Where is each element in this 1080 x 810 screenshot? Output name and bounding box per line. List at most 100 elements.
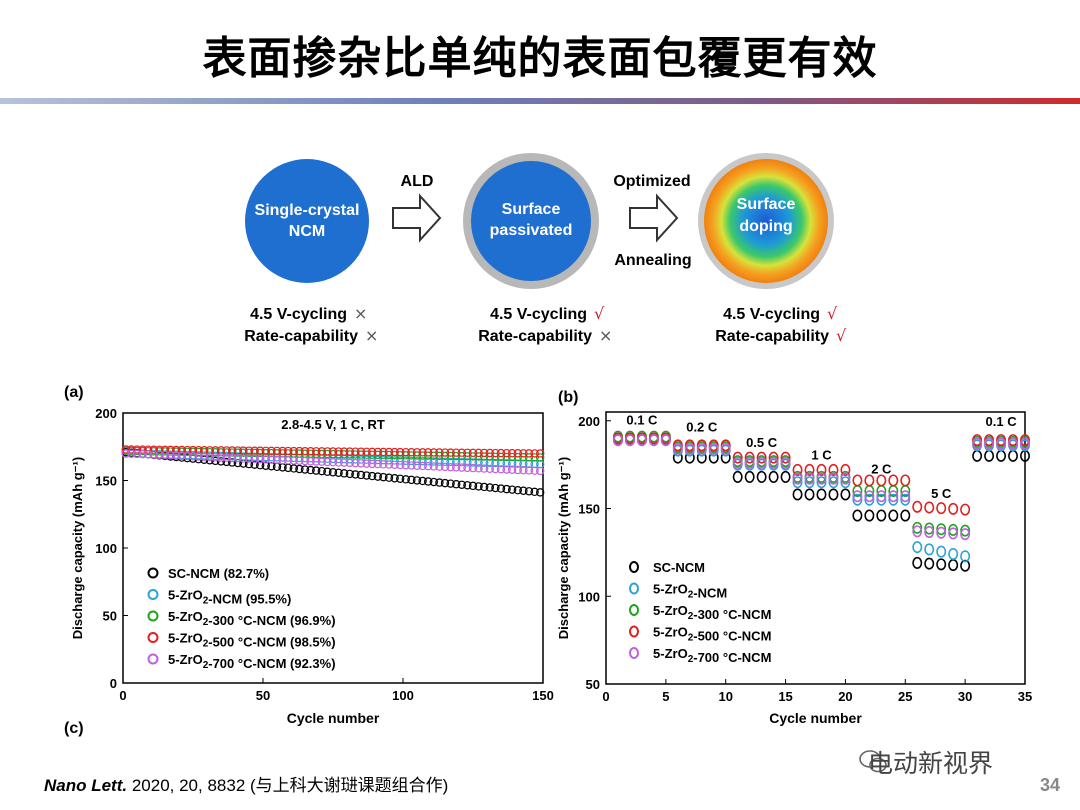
- page-title: 表面掺杂比单纯的表面包覆更有效: [202, 33, 878, 84]
- data-point: [524, 449, 534, 458]
- data-point: [852, 509, 863, 522]
- data-point: [440, 457, 450, 466]
- data-point: [519, 453, 528, 462]
- data-point: [768, 451, 779, 464]
- data-point: [900, 490, 911, 503]
- legend-label: 5-ZrO2-500 °C-NCM: [653, 625, 771, 644]
- x-tick-label: 30: [958, 689, 972, 704]
- data-point: [864, 490, 875, 503]
- data-point: [429, 477, 438, 487]
- data-point: [840, 463, 851, 476]
- data-point: [480, 482, 489, 492]
- rate-label: 0.1 C: [626, 412, 658, 427]
- x-tick-label: 10: [718, 689, 732, 704]
- data-point: [211, 453, 220, 462]
- data-point: [379, 460, 388, 469]
- x-tick-label: 5: [662, 689, 669, 704]
- reference-journal: Nano Lett.: [44, 776, 128, 795]
- data-point: [407, 475, 416, 485]
- data-point: [888, 509, 899, 522]
- data-point: [474, 482, 483, 491]
- data-point: [244, 446, 254, 455]
- data-point: [362, 459, 371, 468]
- data-point: [744, 451, 755, 464]
- circle2-line2: passivated: [490, 222, 573, 239]
- data-point: [429, 462, 438, 471]
- data-point: [984, 437, 995, 450]
- data-point: [188, 445, 198, 455]
- data-point: [936, 545, 947, 558]
- data-point: [351, 458, 360, 468]
- data-point: [284, 456, 293, 465]
- data-point: [732, 451, 743, 464]
- data-point: [463, 448, 472, 457]
- data-point: [496, 465, 506, 474]
- data-point: [256, 454, 265, 464]
- rate-label: 2 C: [871, 461, 892, 476]
- data-point: [912, 541, 923, 554]
- data-point: [379, 447, 388, 457]
- data-point: [312, 466, 321, 475]
- data-point: [256, 446, 265, 455]
- data-point: [356, 459, 366, 468]
- data-point: [452, 448, 461, 457]
- data-point: [696, 442, 707, 455]
- data-point: [636, 434, 647, 447]
- data-point: [924, 522, 935, 535]
- data-point: [536, 453, 545, 462]
- data-point: [188, 452, 198, 461]
- data-point: [295, 464, 304, 474]
- data-point: [429, 457, 438, 466]
- legend-marker: [629, 625, 639, 638]
- data-point: [960, 524, 971, 537]
- data-point: [780, 470, 791, 483]
- data-point: [435, 457, 444, 466]
- data-point: [267, 455, 276, 464]
- data-point: [272, 446, 282, 456]
- data-point: [373, 455, 382, 465]
- data-point: [485, 458, 494, 468]
- data-point: [312, 447, 321, 456]
- data-point: [306, 447, 315, 456]
- y-tick-label: 50: [103, 609, 117, 624]
- cross-icon: ×: [365, 326, 378, 345]
- data-point: [177, 451, 186, 461]
- data-point: [446, 457, 455, 467]
- data-point: [424, 457, 433, 466]
- data-point: [888, 493, 899, 506]
- data-point: [508, 452, 517, 462]
- data-point: [379, 472, 388, 482]
- data-point: [816, 472, 827, 485]
- data-point: [474, 464, 483, 473]
- data-point: [412, 456, 422, 466]
- x-tick-label: 0: [119, 688, 126, 703]
- data-point: [412, 461, 422, 470]
- legend-marker: [629, 582, 639, 595]
- data-point: [244, 454, 254, 463]
- data-point: [345, 469, 354, 479]
- data-point: [368, 471, 377, 481]
- data-point: [457, 448, 466, 457]
- data-point: [876, 509, 887, 522]
- data-point: [756, 451, 767, 464]
- data-point: [816, 463, 827, 476]
- data-point: [496, 484, 506, 493]
- plot-frame: [605, 411, 1026, 685]
- data-point: [373, 447, 382, 457]
- data-point: [440, 462, 450, 472]
- legend-label: 5-ZrO2-300 °C-NCM: [653, 603, 771, 622]
- data-point: [496, 448, 506, 458]
- data-point: [924, 543, 935, 556]
- data-point: [519, 486, 528, 495]
- data-point: [936, 502, 947, 515]
- reference-details: 2020, 20, 8832 (与上科大谢琎课题组合作): [127, 776, 449, 795]
- data-point: [463, 481, 472, 490]
- y-tick-label: 100: [95, 541, 117, 556]
- y-axis-label: Discharge capacity (mAh g⁻¹): [556, 457, 571, 639]
- data-point: [508, 485, 517, 494]
- data-point: [401, 456, 410, 465]
- data-point: [996, 434, 1007, 447]
- data-point: [513, 465, 523, 475]
- data-point: [351, 470, 360, 479]
- data-point: [491, 458, 500, 468]
